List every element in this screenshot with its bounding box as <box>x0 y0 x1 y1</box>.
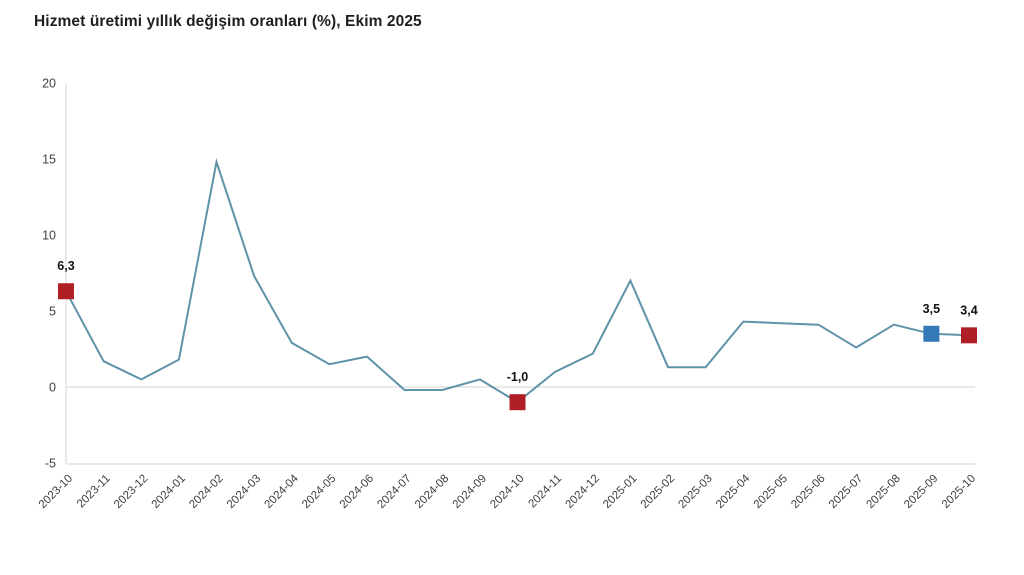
x-axis-tick-label: 2025-10 <box>940 473 978 511</box>
x-axis-tick-label: 2024-08 <box>413 473 451 511</box>
y-axis-tick-label: 5 <box>49 305 56 319</box>
x-axis-tick-label: 2025-06 <box>789 473 827 511</box>
data-point-label: 6,3 <box>57 259 74 273</box>
y-axis-tick-label: -5 <box>45 457 56 471</box>
x-axis-tick-label: 2025-04 <box>714 472 753 511</box>
chart-title: Hizmet üretimi yıllık değişim oranları (… <box>34 13 422 30</box>
y-axis-tick-label: 10 <box>42 229 56 243</box>
data-point-label: 3,4 <box>960 303 977 317</box>
y-axis-tick-label: 20 <box>42 77 56 91</box>
x-axis-tick-label: 2023-12 <box>112 473 150 511</box>
x-axis-tick-label: 2024-06 <box>338 473 376 511</box>
data-point-label: -1,0 <box>507 370 529 384</box>
x-axis-tick-label: 2024-12 <box>564 473 602 511</box>
data-point-marker <box>961 327 977 344</box>
x-axis-tick-label: 2024-05 <box>300 473 338 511</box>
x-axis-tick-label: 2025-05 <box>752 473 790 511</box>
x-axis-tick-label: 2024-03 <box>225 473 263 511</box>
x-axis-tick-label: 2025-02 <box>639 473 677 511</box>
data-point-marker <box>509 394 526 411</box>
data-point-label: 3,5 <box>923 302 940 316</box>
x-axis-tick-label: 2024-01 <box>150 473 188 511</box>
x-axis-tick-label: 2025-01 <box>601 473 639 511</box>
x-axis-tick-label: 2024-04 <box>263 472 302 511</box>
y-axis-tick-label: 0 <box>49 381 56 395</box>
x-axis-tick-label: 2023-11 <box>75 473 113 511</box>
x-axis-tick-label: 2024-10 <box>488 473 526 511</box>
x-axis-tick-label: 2024-11 <box>527 473 565 511</box>
data-line <box>65 158 970 404</box>
x-axis-tick-label: 2023-10 <box>37 473 75 511</box>
data-point-marker <box>923 325 940 342</box>
data-point-marker <box>58 283 74 300</box>
x-axis-tick-label: 2025-08 <box>865 473 903 511</box>
y-axis-tick-label: 15 <box>42 153 56 167</box>
x-axis-tick-label: 2025-03 <box>676 473 714 511</box>
x-axis-tick-label: 2024-07 <box>375 473 413 511</box>
x-axis-tick-label: 2025-07 <box>827 473 865 511</box>
x-axis-tick-label: 2025-09 <box>902 473 940 511</box>
x-axis-tick-label: 2024-09 <box>451 473 489 511</box>
x-axis-tick-label: 2024-02 <box>187 473 225 511</box>
